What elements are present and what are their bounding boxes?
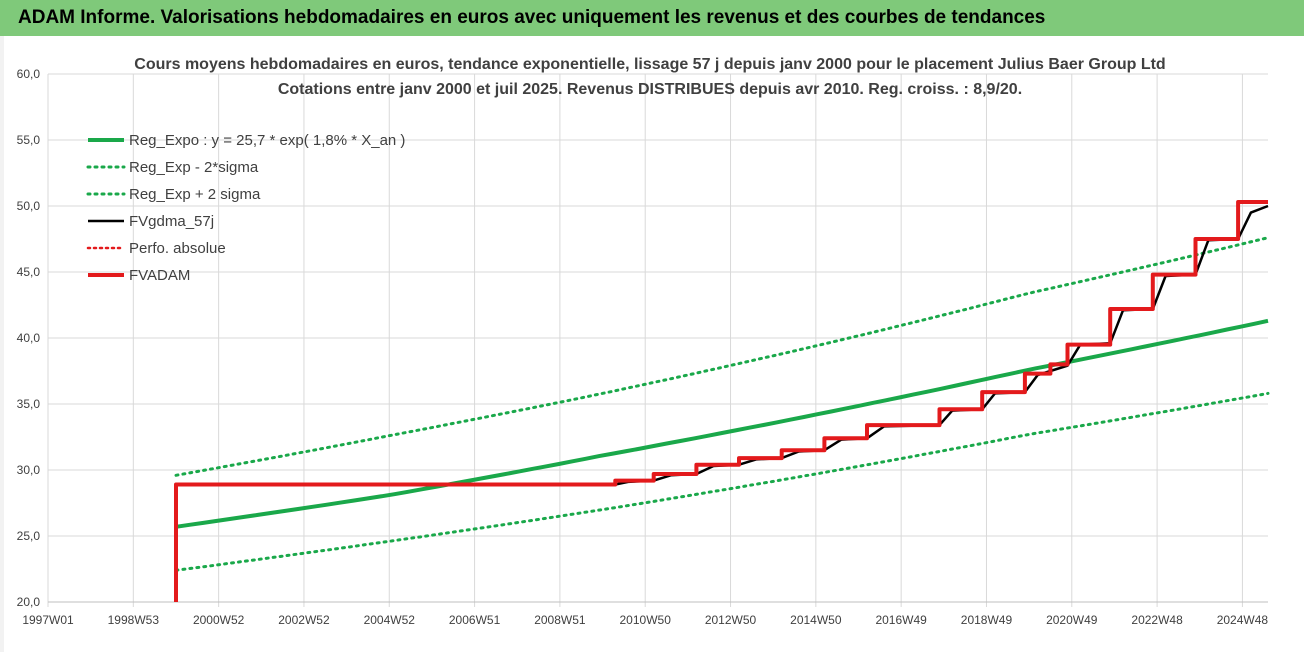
- legend-label: FVgdma_57j: [129, 213, 214, 230]
- legend: Reg_Expo : y = 25,7 * exp( 1,8% * X_an )…: [86, 132, 405, 284]
- x-tick-label: 2022W48: [1131, 613, 1183, 627]
- x-tick-label: 2024W48: [1217, 613, 1269, 627]
- x-tick-label: 2020W49: [1046, 613, 1098, 627]
- chart-title: Cours moyens hebdomadaires en euros, ten…: [134, 56, 1165, 73]
- y-tick-label: 35,0: [17, 397, 41, 411]
- x-tick-label: 2008W51: [534, 613, 586, 627]
- series-line: [174, 391, 1270, 572]
- x-tick-label: 2006W51: [449, 613, 501, 627]
- y-tick-label: 25,0: [17, 529, 41, 543]
- grid-lines: [47, 73, 1268, 607]
- legend-label: Perfo. absolue: [129, 240, 226, 257]
- chart-area: 60,0 55,0 50,0 45,0 40,0 35,0 30,0 25,0 20,0 199…: [0, 36, 1304, 652]
- y-tick-label: 50,0: [17, 199, 41, 213]
- left-border: [0, 36, 4, 652]
- legend-label: Reg_Exp - 2*sigma: [129, 159, 259, 176]
- x-tick-label: 2002W52: [278, 613, 330, 627]
- x-tick-label: 1998W53: [108, 613, 160, 627]
- y-tick-label: 40,0: [17, 331, 41, 345]
- x-tick-label: 2014W50: [790, 613, 842, 627]
- x-tick-label: 2018W49: [961, 613, 1013, 627]
- y-tick-label: 60,0: [17, 67, 41, 81]
- series-line: [174, 236, 1270, 477]
- x-tick-label: 2004W52: [364, 613, 416, 627]
- x-tick-label: 2010W50: [620, 613, 672, 627]
- page-title: ADAM Informe. Valorisations hebdomadaire…: [0, 0, 1304, 36]
- x-tick-label: 2012W50: [705, 613, 757, 627]
- legend-label: Reg_Exp + 2 sigma: [129, 186, 261, 203]
- y-axis-labels: 60,0 55,0 50,0 45,0 40,0 35,0 30,0 25,0 20,0: [17, 67, 41, 609]
- chart-svg: 60,0 55,0 50,0 45,0 40,0 35,0 30,0 25,0 20,0 199…: [17, 56, 1270, 627]
- series-line: [174, 200, 1268, 602]
- y-tick-label: 30,0: [17, 463, 41, 477]
- y-tick-label: 45,0: [17, 265, 41, 279]
- x-axis-labels: 1997W01 1998W53 2000W52 2002W52 2004W52 2006W…: [22, 613, 1268, 627]
- series-lines: [174, 200, 1270, 602]
- legend-label: FVADAM: [129, 267, 190, 284]
- series-line: [175, 318, 1269, 529]
- x-tick-label: 1997W01: [22, 613, 74, 627]
- x-tick-label: 2000W52: [193, 613, 245, 627]
- y-tick-label: 55,0: [17, 133, 41, 147]
- legend-label: Reg_Expo : y = 25,7 * exp( 1,8% * X_an ): [129, 132, 405, 149]
- chart-subtitle: Cotations entre janv 2000 et juil 2025. …: [278, 81, 1022, 98]
- y-tick-label: 20,0: [17, 595, 41, 609]
- x-tick-label: 2016W49: [875, 613, 927, 627]
